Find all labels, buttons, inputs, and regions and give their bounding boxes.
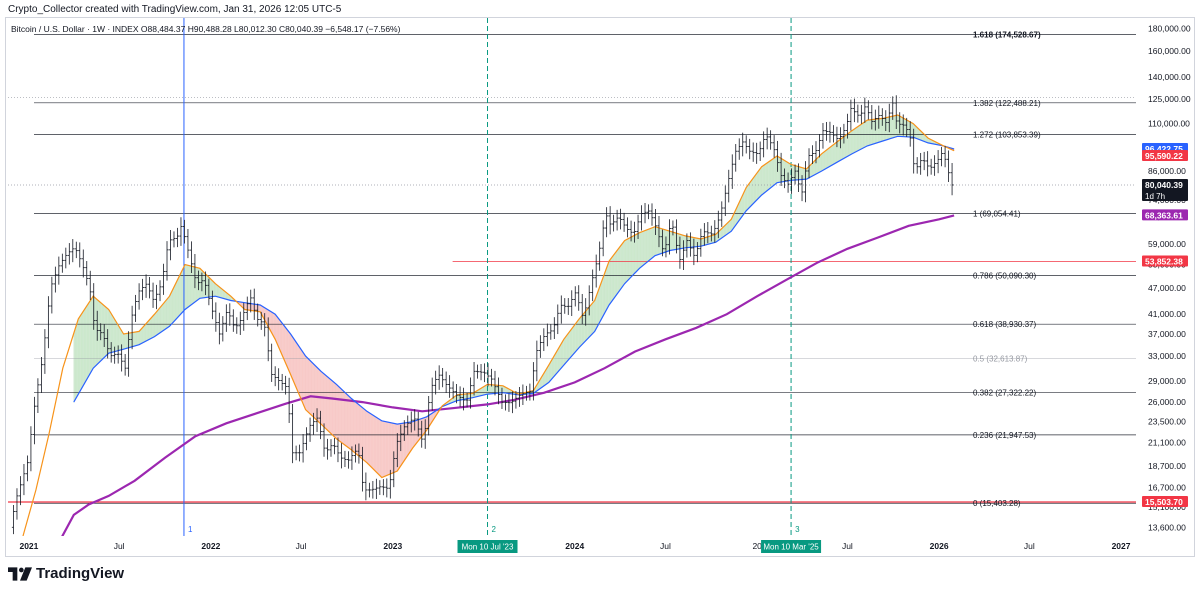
axis-price-tag: [1142, 149, 1188, 161]
ohlc-high: H90,488.28: [187, 24, 232, 34]
cycle-marker-label: 3: [795, 525, 800, 534]
x-axis-tick-label: Jul: [296, 541, 307, 551]
axis-price-tag-text: 15,503.70: [1145, 497, 1183, 507]
y-axis-tick-label: 37,000.00: [1148, 329, 1186, 339]
axis-price-tag-text: 68,363.61: [1145, 210, 1183, 220]
tradingview-logo-icon: [8, 566, 32, 581]
axis-price-tag-text: 80,040.39: [1145, 180, 1183, 190]
fib-level-label: 0.786 (50,090.30): [973, 271, 1036, 280]
y-axis-tick-label: 13,600.00: [1148, 522, 1186, 532]
y-axis-tick-label: 86,000.00: [1148, 166, 1186, 176]
y-axis-tick-label: 26,000.00: [1148, 397, 1186, 407]
price-chart[interactable]: 1 2 3 1.618 (174,528.67) 1.382 (122,488.21) 1…: [0, 0, 1200, 560]
fib-level-label: 0.5 (32,613.87): [973, 354, 1028, 363]
fib-level-label: 0.382 (27,322.22): [973, 389, 1036, 398]
y-axis-tick-label: 21,100.00: [1148, 437, 1186, 447]
long-ma-line: [61, 214, 955, 536]
x-axis-highlight-label: Mon 10 Mar '25: [763, 543, 819, 552]
y-axis-tick-label: 16,700.00: [1148, 483, 1186, 493]
x-axis-tick-label: Jul: [1024, 541, 1035, 551]
x-axis-tick-label: 2027: [1112, 541, 1131, 551]
x-axis-tick-label: Jul: [660, 541, 671, 551]
ohlc-legend: Bitcoin / U.S. Dollar · 1W · INDEX O88,4…: [11, 24, 400, 34]
y-axis-tick-label: 110,000.00: [1148, 119, 1190, 129]
ohlc-low: L80,012.30: [234, 24, 277, 34]
fib-level-label: 1.272 (103,853.39): [973, 131, 1041, 140]
axis-price-tag: [1142, 255, 1188, 267]
x-axis-tick-label: 2023: [383, 541, 402, 551]
y-axis-tick-label: 180,000.00: [1148, 23, 1191, 33]
fast-ema-line: [22, 114, 955, 536]
brand-name: TradingView: [36, 565, 125, 582]
ohlc-change: −6,548.17 (−7.56%): [325, 24, 401, 34]
y-axis-tick-label: 41,000.00: [1148, 309, 1186, 319]
fib-level-label: 1.382 (122,488.21): [973, 99, 1041, 108]
symbol-title: Bitcoin / U.S. Dollar · 1W · INDEX: [11, 24, 139, 34]
y-axis-tick-label: 160,000.00: [1148, 46, 1191, 56]
y-axis-tick-label: 47,000.00: [1148, 283, 1186, 293]
y-axis-tick-label: 33,000.00: [1148, 351, 1186, 361]
y-axis-tick-label: 140,000.00: [1148, 72, 1191, 82]
ohlc-close: C80,040.39: [278, 24, 323, 34]
fib-level-label: 0.236 (21,947.53): [973, 431, 1036, 440]
x-axis-highlight-label: Mon 10 Jul '23: [462, 543, 514, 552]
axis-price-tag-text: 95,590.22: [1145, 151, 1183, 161]
y-axis-tick-label: 18,700.00: [1148, 461, 1186, 471]
x-axis-highlight-box: [761, 540, 822, 553]
x-axis-tick-label: 2026: [930, 541, 949, 551]
chart-credit: Crypto_Collector created with TradingVie…: [8, 4, 342, 15]
fib-level-label: 1 (69,054.41): [973, 209, 1021, 218]
y-axis-tick-label: 125,000.00: [1148, 94, 1191, 104]
y-axis-tick-label: 15,100.00: [1148, 502, 1186, 512]
slow-ema-line: [73, 135, 955, 425]
axis-price-tag: [1142, 178, 1188, 201]
x-axis-tick-label: Jul: [114, 541, 125, 551]
x-axis-tick-label: 20: [752, 541, 762, 551]
fib-level-label: 0.618 (38,930.37): [973, 320, 1036, 329]
axis-price-tag: [1142, 209, 1188, 221]
ohlc-open: O88,484.37: [140, 24, 186, 34]
fib-level-label: 1.618 (174,528.67): [973, 30, 1041, 39]
axis-price-tag-text: 96,422.75: [1145, 144, 1183, 154]
x-axis-tick-label: 2022: [201, 541, 220, 551]
axis-price-tag-countdown: 1d 7h: [1145, 192, 1165, 201]
cycle-marker-label: 1: [188, 525, 193, 534]
x-axis-tick-label: 2021: [19, 541, 38, 551]
x-axis-highlight-box: [457, 540, 518, 553]
plot-area: [8, 18, 1136, 536]
tradingview-logo: TradingView: [8, 565, 124, 582]
x-axis-tick-label: Jul: [842, 541, 853, 551]
axis-price-tag: [1142, 495, 1188, 507]
cycle-marker-label: 2: [492, 525, 497, 534]
y-axis-tick-label: 29,000.00: [1148, 376, 1186, 386]
fib-level-label: 0 (15,403.28): [973, 499, 1021, 508]
y-axis-tick-label: 59,000.00: [1148, 239, 1186, 249]
axis-price-tag-text: 53,852.38: [1145, 256, 1183, 266]
x-axis-tick-label: 2024: [565, 541, 584, 551]
y-axis-tick-label: 23,500.00: [1148, 417, 1186, 427]
